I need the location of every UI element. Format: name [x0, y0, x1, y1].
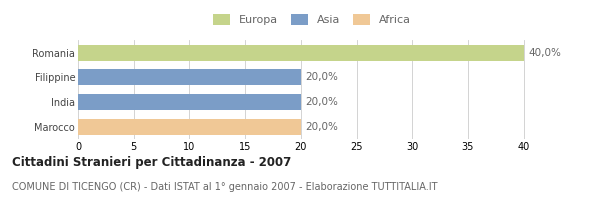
Bar	[78, 45, 524, 61]
Text: 20,0%: 20,0%	[305, 97, 338, 107]
Legend: Europa, Asia, Africa: Europa, Asia, Africa	[211, 12, 413, 27]
Bar	[78, 119, 301, 135]
Bar	[78, 69, 301, 85]
Text: 40,0%: 40,0%	[528, 48, 561, 58]
Text: COMUNE DI TICENGO (CR) - Dati ISTAT al 1° gennaio 2007 - Elaborazione TUTTITALIA: COMUNE DI TICENGO (CR) - Dati ISTAT al 1…	[12, 182, 437, 192]
Text: 20,0%: 20,0%	[305, 122, 338, 132]
Text: 20,0%: 20,0%	[305, 72, 338, 82]
Bar	[78, 94, 301, 110]
Text: Cittadini Stranieri per Cittadinanza - 2007: Cittadini Stranieri per Cittadinanza - 2…	[12, 156, 291, 169]
